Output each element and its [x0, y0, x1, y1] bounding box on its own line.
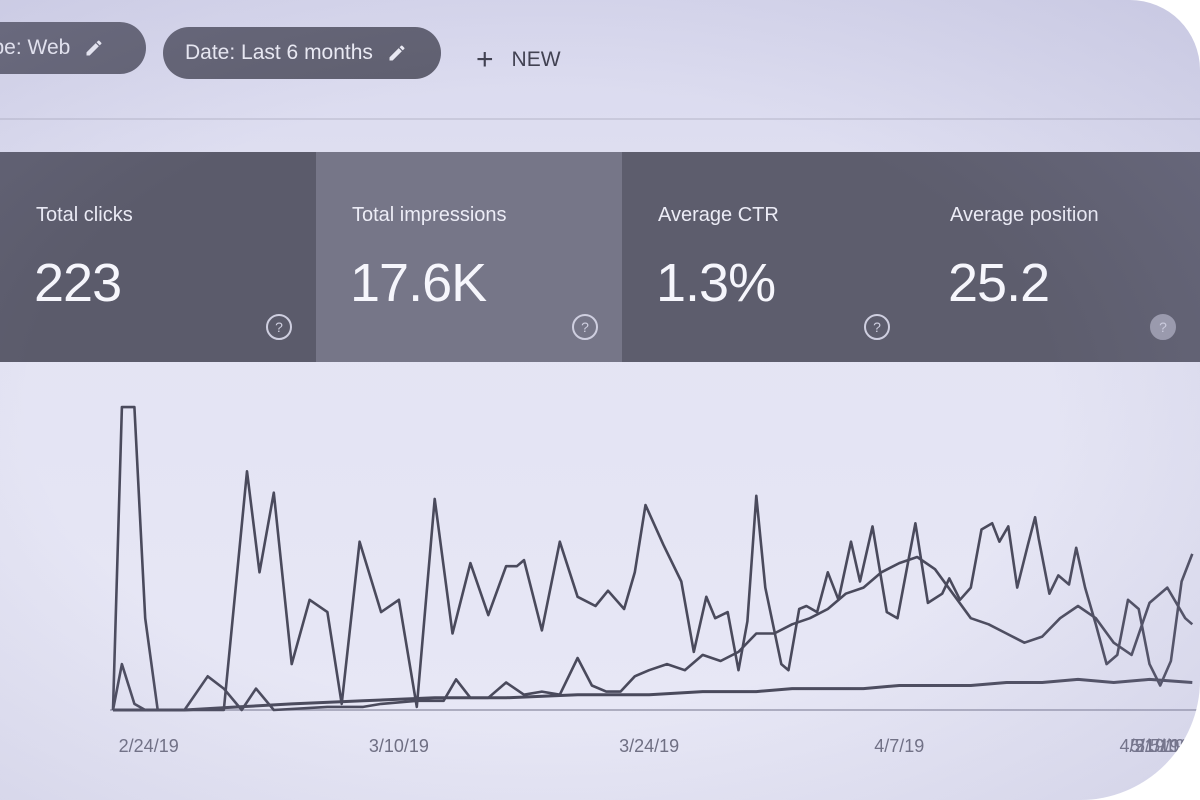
- x-tick-label: 2/24/19: [119, 736, 179, 756]
- metric-label: Average CTR: [658, 204, 779, 226]
- help-icon[interactable]: ?: [266, 314, 292, 340]
- plus-icon: +: [476, 43, 494, 76]
- x-tick-layer: 2/24/19 3/10/19 3/24/19 4/7/19 4/21/195/5/19…: [119, 736, 1190, 756]
- metric-card-average-position[interactable]: Average position 25.2 ?: [914, 152, 1200, 362]
- metric-value: 25.2: [948, 253, 1050, 313]
- series-layer: [111, 405, 1194, 712]
- metric-card-total-clicks[interactable]: Total clicks 223 ?: [0, 152, 316, 362]
- filter-chip-search-type[interactable]: ype: Web: [0, 22, 146, 74]
- series-line-1: [111, 405, 1194, 712]
- pencil-icon[interactable]: [84, 38, 104, 58]
- metric-value: 17.6K: [350, 253, 487, 313]
- metric-card-total-impressions[interactable]: Total impressions 17.6K ?: [316, 152, 622, 362]
- filter-divider: [0, 118, 1200, 120]
- filter-chip-date[interactable]: Date: Last 6 months: [163, 27, 441, 79]
- performance-chart[interactable]: 2/24/19 3/10/19 3/24/19 4/7/19 4/21/195/5/19…: [0, 380, 1200, 800]
- metric-value: 223: [34, 253, 122, 313]
- help-icon[interactable]: ?: [864, 314, 890, 340]
- metric-label: Average position: [950, 204, 1099, 226]
- metric-label: Total clicks: [36, 204, 133, 226]
- filter-chip-label: Date: Last 6 months: [185, 41, 373, 64]
- series-line-2: [111, 555, 1194, 712]
- x-tick-label: 3/24/19: [619, 736, 679, 756]
- metric-label: Total impressions: [352, 204, 507, 226]
- metric-card-average-ctr[interactable]: Average CTR 1.3% ?: [622, 152, 914, 362]
- x-tick-label: 4/7/19: [874, 736, 924, 756]
- x-tick-label: 5/5/19: [1135, 736, 1185, 756]
- help-icon[interactable]: ?: [572, 314, 598, 340]
- x-tick-label: 3/10/19: [369, 736, 429, 756]
- filter-chip-label: ype: Web: [0, 36, 71, 59]
- x-tick-label: 4/21/19: [1119, 736, 1179, 756]
- help-icon[interactable]: ?: [1150, 314, 1176, 340]
- pencil-icon[interactable]: [387, 43, 407, 63]
- metric-value: 1.3%: [656, 253, 776, 313]
- new-filter-label: NEW: [511, 48, 561, 71]
- series-line-3: [113, 677, 1193, 712]
- x-tick-label: 5/19/19: [1130, 736, 1190, 756]
- new-filter-button[interactable]: + NEW: [476, 40, 561, 80]
